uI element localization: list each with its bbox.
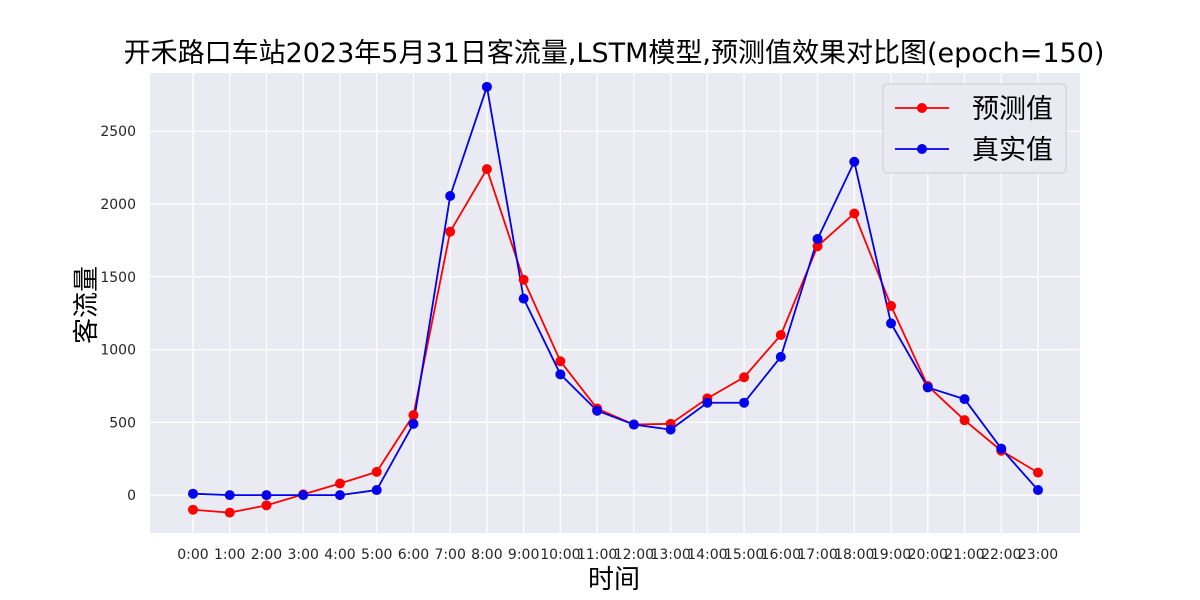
x-tick-label: 16:00 xyxy=(761,547,801,563)
data-point-2 xyxy=(481,81,492,92)
x-tick-label: 19:00 xyxy=(871,547,911,563)
x-tick-label: 1:00 xyxy=(214,547,245,563)
x-tick-label: 0:00 xyxy=(177,547,208,563)
x-tick-label: 13:00 xyxy=(650,547,690,563)
data-point-1 xyxy=(775,330,786,341)
x-tick-label: 20:00 xyxy=(908,547,948,563)
data-point-2 xyxy=(261,490,272,501)
data-point-2 xyxy=(812,233,823,244)
series-lines xyxy=(192,85,1039,514)
chart-title: 开禾路口车站2023年5月31日客流量,LSTM模型,预测值效果对比图(epoc… xyxy=(124,38,1105,69)
x-tick-label: 23:00 xyxy=(1018,547,1058,563)
y-axis-label: 客流量 xyxy=(72,266,102,344)
data-point-1 xyxy=(886,300,897,311)
legend-label-2: 真实值 xyxy=(972,135,1053,166)
data-point-1 xyxy=(371,466,382,477)
x-tick-label: 21:00 xyxy=(944,547,984,563)
y-axis-ticks: 0 500 1000 1500 2000 2500 xyxy=(100,124,136,504)
x-tick-label: 17:00 xyxy=(797,547,837,563)
legend-marker-2 xyxy=(917,144,927,154)
data-point-2 xyxy=(224,490,235,501)
x-tick-label: 10:00 xyxy=(540,547,580,563)
x-tick-label: 7:00 xyxy=(434,547,465,563)
x-tick-label: 6:00 xyxy=(398,547,429,563)
data-point-1 xyxy=(224,507,235,518)
x-tick-label: 12:00 xyxy=(614,547,654,563)
y-tick-label: 500 xyxy=(109,415,136,431)
data-point-1 xyxy=(188,504,198,515)
data-point-1 xyxy=(1033,467,1043,478)
data-point-2 xyxy=(371,485,382,496)
data-point-2 xyxy=(739,397,750,408)
x-tick-label: 3:00 xyxy=(287,547,318,563)
data-point-2 xyxy=(959,394,970,405)
data-point-2 xyxy=(334,490,345,501)
y-tick-label: 0 xyxy=(127,488,136,504)
y-tick-label: 2000 xyxy=(100,197,136,213)
data-point-2 xyxy=(592,405,603,416)
data-point-1 xyxy=(812,241,823,252)
x-tick-label: 11:00 xyxy=(577,547,617,563)
data-point-2 xyxy=(628,419,639,430)
data-point-2 xyxy=(445,191,456,202)
data-point-1 xyxy=(261,500,272,511)
data-point-2 xyxy=(996,443,1007,454)
data-point-2 xyxy=(702,397,713,408)
series-line-1 xyxy=(192,168,1039,514)
x-tick-label: 22:00 xyxy=(981,547,1021,563)
data-point-1 xyxy=(445,226,456,237)
x-axis-label: 时间 xyxy=(588,565,640,595)
y-tick-label: 2500 xyxy=(100,124,136,140)
data-point-2 xyxy=(298,490,309,501)
data-point-2 xyxy=(849,156,860,167)
x-tick-label: 15:00 xyxy=(724,547,764,563)
y-tick-label: 1000 xyxy=(100,343,136,359)
data-point-2 xyxy=(665,424,676,435)
data-point-1 xyxy=(408,410,419,421)
data-point-2 xyxy=(886,318,897,329)
x-tick-label: 2:00 xyxy=(251,547,282,563)
series-line-2 xyxy=(192,85,1039,497)
data-point-1 xyxy=(481,164,492,175)
y-tick-label: 1500 xyxy=(100,270,136,286)
x-tick-label: 8:00 xyxy=(471,547,502,563)
data-point-2 xyxy=(1033,485,1043,496)
data-point-2 xyxy=(518,293,529,304)
data-point-2 xyxy=(922,382,933,393)
legend-marker-1 xyxy=(917,103,927,113)
legend-label-1: 预测值 xyxy=(972,94,1053,125)
x-tick-label: 4:00 xyxy=(324,547,355,563)
x-axis-ticks: 0:00 1:00 2:00 3:00 4:00 5:00 6:00 7:00 8:00 9:00… xyxy=(177,547,1058,563)
legend-box xyxy=(882,83,1067,174)
x-tick-label: 18:00 xyxy=(834,547,874,563)
data-point-1 xyxy=(739,372,750,383)
x-tick-label: 14:00 xyxy=(687,547,727,563)
data-point-2 xyxy=(555,369,566,380)
data-point-2 xyxy=(188,488,198,499)
data-point-2 xyxy=(775,351,786,362)
data-point-2 xyxy=(408,418,419,429)
data-point-1 xyxy=(959,415,970,426)
data-point-1 xyxy=(518,274,529,285)
x-tick-label: 5:00 xyxy=(361,547,392,563)
x-tick-label: 9:00 xyxy=(508,547,539,563)
data-point-1 xyxy=(555,356,566,367)
series-markers xyxy=(188,81,1043,518)
data-point-1 xyxy=(849,208,860,219)
data-point-1 xyxy=(334,478,345,489)
